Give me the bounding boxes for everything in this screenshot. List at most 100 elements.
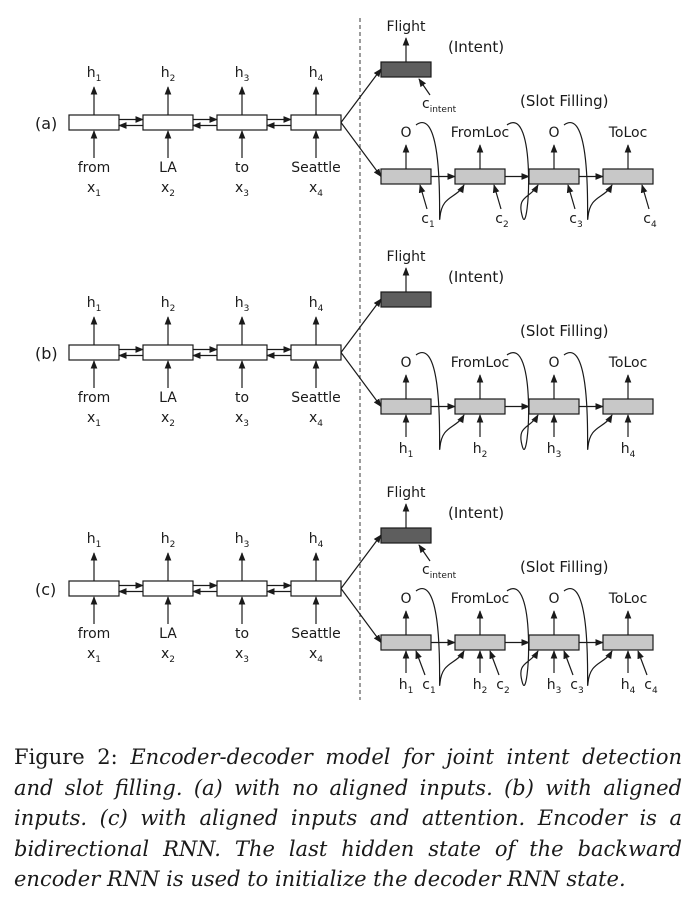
decoder-init-connection xyxy=(340,588,382,644)
encoder-input-label-text: x xyxy=(161,410,169,426)
encoder-cell xyxy=(216,344,268,361)
encoder-hidden-label-text: h xyxy=(235,295,244,311)
encoder-input-label-subscript: 3 xyxy=(243,189,249,199)
decoder-cell xyxy=(454,634,506,651)
intent-tag: (Intent) xyxy=(448,268,504,286)
hidden-input-label: h3 xyxy=(547,441,562,460)
encoder-hidden-label: h1 xyxy=(87,65,102,84)
slot-label-text: O xyxy=(400,125,411,141)
hidden-input-label-subscript: 2 xyxy=(482,450,488,460)
decoder-cell xyxy=(602,398,654,415)
encoder-word: Seattle xyxy=(291,626,341,642)
slot-label: ToLoc xyxy=(608,591,648,607)
hidden-input-label-text: h xyxy=(621,677,630,693)
intent-context-label-subscript: intent xyxy=(430,571,457,581)
decoder-init-connection xyxy=(340,352,382,408)
output-feedback-curve xyxy=(415,121,465,221)
encoder-hidden-label: h4 xyxy=(309,295,324,314)
slot-label-text: FromLoc xyxy=(451,125,510,141)
encoder-hidden-label-subscript: 1 xyxy=(96,540,102,550)
encoder-word-text: Seattle xyxy=(291,390,341,406)
encoder-cell xyxy=(68,344,120,361)
output-feedback-curve xyxy=(506,122,539,220)
encoder-input-label-text: x xyxy=(235,646,243,662)
decoder-cell xyxy=(602,168,654,185)
output-feedback-curve xyxy=(415,351,465,451)
slot-label: O xyxy=(400,125,411,141)
slot-label-text: ToLoc xyxy=(608,125,648,141)
encoder-hidden-label: h1 xyxy=(87,531,102,550)
encoder-hidden-label-text: h xyxy=(309,531,318,547)
decoder-input-arrow xyxy=(566,184,576,210)
hidden-input-label-text: h xyxy=(621,441,630,457)
encoder-word: LA xyxy=(159,160,177,176)
hidden-input-label-text: h xyxy=(473,441,482,457)
slot-label: FromLoc xyxy=(451,591,510,607)
encoder-hidden-label: h2 xyxy=(161,531,176,550)
hidden-input-label-subscript: 2 xyxy=(482,686,488,696)
context-label-subscript: 4 xyxy=(651,220,657,230)
hidden-input-label-text: h xyxy=(547,441,556,457)
intent-connection xyxy=(340,68,382,123)
decoder-context-input-arrow xyxy=(489,650,500,676)
intent-output-label-text: Flight xyxy=(386,485,426,501)
slot-filling-tag: (Slot Filling) xyxy=(520,92,608,110)
encoder-cell xyxy=(290,580,342,597)
decoder-input-arrow xyxy=(640,184,650,210)
slot-label-text: O xyxy=(400,591,411,607)
intent-context-label-subscript: intent xyxy=(430,105,457,115)
encoder-hidden-label-subscript: 3 xyxy=(244,540,250,550)
slot-label: ToLoc xyxy=(608,355,648,371)
encoder-input-label-subscript: 2 xyxy=(169,419,175,429)
output-feedback-curve xyxy=(563,121,613,221)
encoder-input-label-subscript: 1 xyxy=(95,655,101,665)
encoder-word: to xyxy=(235,626,249,642)
encoder-word: LA xyxy=(159,390,177,406)
context-label: c2 xyxy=(495,211,508,230)
context-label-text: c xyxy=(495,211,503,227)
decoder-cell xyxy=(380,634,432,651)
intent-context-label-text: c xyxy=(422,96,430,112)
encoder-input-label-text: x xyxy=(87,180,95,196)
encoder-cell xyxy=(68,114,120,131)
encoder-hidden-label-subscript: 2 xyxy=(170,74,176,84)
slot-label: FromLoc xyxy=(451,125,510,141)
hidden-input-label: h1 xyxy=(399,677,414,696)
hidden-input-label: h4 xyxy=(621,441,636,460)
output-feedback-curve xyxy=(506,588,539,686)
intent-context-arrow xyxy=(418,544,431,562)
encoder-input-label: x4 xyxy=(309,646,323,665)
context-label: c4 xyxy=(643,211,657,230)
panel-label: (c) xyxy=(35,580,56,599)
encoder-cell xyxy=(216,580,268,597)
encoder-hidden-label: h3 xyxy=(235,295,250,314)
encoder-input-label-text: x xyxy=(309,410,317,426)
encoder-input-label: x1 xyxy=(87,646,101,665)
encoder-hidden-label-subscript: 4 xyxy=(318,304,324,314)
hidden-input-label-text: h xyxy=(547,677,556,693)
decoder-cell xyxy=(528,634,580,651)
encoder-input-label-subscript: 4 xyxy=(317,189,323,199)
hidden-input-label-subscript: 1 xyxy=(408,450,414,460)
context-label-text: c xyxy=(570,677,578,693)
encoder-hidden-label-text: h xyxy=(161,65,170,81)
encoder-cell xyxy=(290,344,342,361)
encoder-word-text: from xyxy=(78,160,111,176)
encoder-hidden-label-text: h xyxy=(235,65,244,81)
encoder-input-label-text: x xyxy=(235,410,243,426)
encoder-input-label-subscript: 3 xyxy=(243,419,249,429)
encoder-word-text: to xyxy=(235,390,249,406)
output-feedback-curve xyxy=(415,587,465,687)
encoder-input-label-subscript: 3 xyxy=(243,655,249,665)
slot-label-text: ToLoc xyxy=(608,591,648,607)
encoder-word: Seattle xyxy=(291,390,341,406)
hidden-input-label-text: h xyxy=(399,441,408,457)
context-label: c3 xyxy=(570,677,583,696)
panel-label: (a) xyxy=(35,114,57,133)
hidden-input-label-subscript: 1 xyxy=(408,686,414,696)
context-label: c3 xyxy=(569,211,582,230)
encoder-word-text: Seattle xyxy=(291,626,341,642)
encoder-hidden-label-subscript: 4 xyxy=(318,540,324,550)
hidden-input-label-subscript: 4 xyxy=(630,450,636,460)
intent-output-label-text: Flight xyxy=(386,19,426,35)
